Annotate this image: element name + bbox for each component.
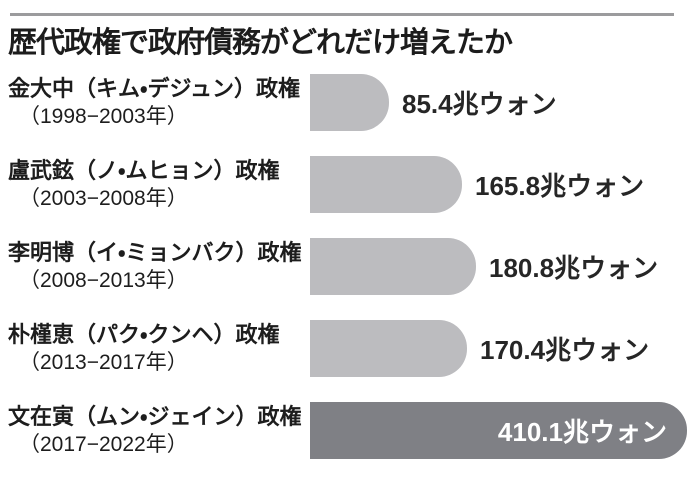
category-label: 文在寅（ムン・ジェイン）政権 （2017−2022年）: [0, 404, 310, 456]
value-label: 180.8兆ウォン: [489, 253, 659, 283]
leader-name: 金大中（キム・デジュン）政権: [8, 76, 300, 102]
chart-title: 歴代政権で政府債務がどれだけ増えたか: [8, 27, 513, 59]
leader-name: 朴槿恵（パク・クンヘ）政権: [8, 322, 280, 348]
value-label: 410.1兆ウォン: [497, 417, 667, 447]
top-rule-divider: [10, 13, 674, 16]
leader-name: 文在寅（ムン・ジェイン）政権: [8, 404, 302, 430]
term-years: （2013−2017年）: [19, 350, 188, 374]
chart-row: 金大中（キム・デジュン）政権 （1998−2003年） 85.4兆ウォン: [0, 74, 700, 131]
bar: [310, 238, 476, 295]
chart-row: 盧武鉉（ノ・ムヒョン）政権 （2003−2008年） 165.8兆ウォン: [0, 156, 700, 213]
leader-name: 盧武鉉（ノ・ムヒョン）政権: [8, 158, 280, 184]
term-years: （2008−2013年）: [19, 268, 188, 292]
category-label: 李明博（イ・ミョンバク）政権 （2008−2013年）: [0, 240, 310, 292]
chart-row: 朴槿恵（パク・クンヘ）政権 （2013−2017年） 170.4兆ウォン: [0, 320, 700, 377]
term-years: （2017−2022年）: [19, 432, 188, 456]
term-years: （2003−2008年）: [19, 186, 188, 210]
chart-row: 李明博（イ・ミョンバク）政権 （2008−2013年） 180.8兆ウォン: [0, 238, 700, 295]
value-label: 165.8兆ウォン: [475, 171, 645, 201]
bar: [310, 74, 389, 131]
bar: [310, 156, 462, 213]
category-label: 金大中（キム・デジュン）政権 （1998−2003年）: [0, 76, 310, 128]
bar: [310, 320, 467, 377]
chart-row: 文在寅（ムン・ジェイン）政権 （2017−2022年） 410.1兆ウォン: [0, 402, 700, 459]
category-label: 盧武鉉（ノ・ムヒョン）政権 （2003−2008年）: [0, 158, 310, 210]
value-label: 85.4兆ウォン: [402, 89, 557, 119]
bar: 410.1兆ウォン: [310, 402, 687, 459]
category-label: 朴槿恵（パク・クンヘ）政権 （2013−2017年）: [0, 322, 310, 374]
value-label: 170.4兆ウォン: [480, 335, 650, 365]
term-years: （1998−2003年）: [19, 104, 188, 128]
leader-name: 李明博（イ・ミョンバク）政権: [8, 240, 302, 266]
bar-chart: 金大中（キム・デジュン）政権 （1998−2003年） 85.4兆ウォン 盧武鉉…: [0, 74, 700, 482]
